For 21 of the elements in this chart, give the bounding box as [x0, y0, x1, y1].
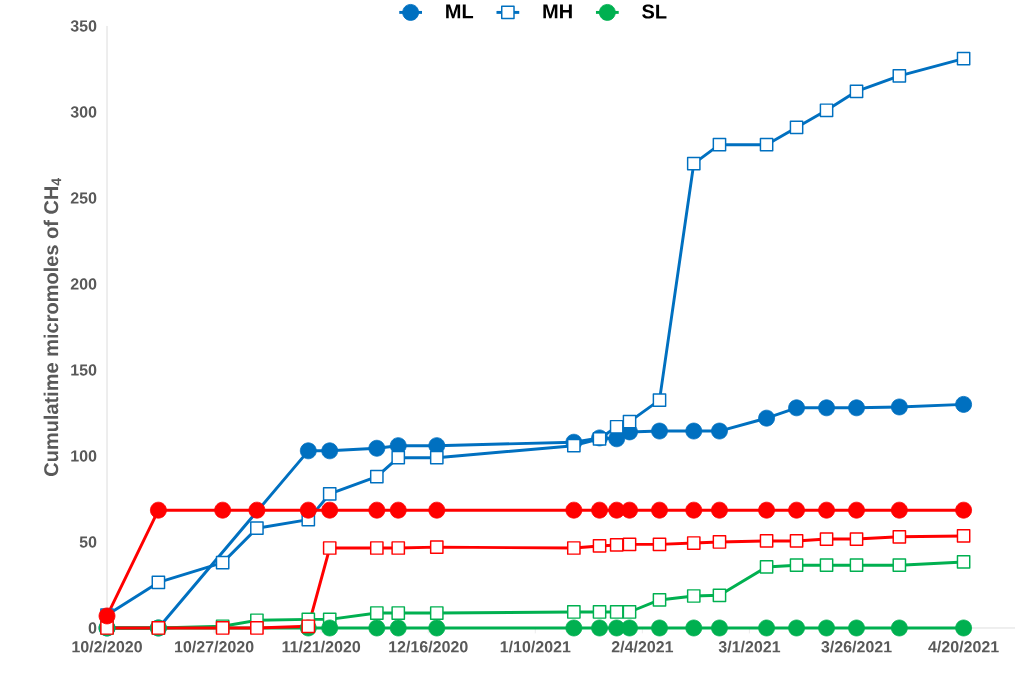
- y-tick-label: 100: [71, 450, 97, 462]
- y-tick-label: 150: [71, 364, 97, 376]
- x-tick-label: 10/27/2020: [175, 640, 254, 653]
- legend-label: SL: [642, 4, 667, 19]
- y-tick-label: 200: [70, 278, 97, 290]
- y-tick-label: 250: [70, 192, 97, 204]
- x-tick-label: 10/2/2020: [72, 640, 142, 653]
- y-tick-label: 0: [88, 622, 97, 634]
- x-tick-label: 3/26/2021: [821, 640, 892, 653]
- y-tick-label: 50: [79, 536, 97, 548]
- x-tick-label: 2/4/2021: [611, 640, 674, 653]
- x-tick-label: 11/21/2020: [282, 640, 361, 653]
- x-tick-label: 12/16/2020: [389, 640, 468, 653]
- legend-label: MH: [543, 4, 572, 19]
- x-tick-label: 4/20/2021: [928, 640, 999, 653]
- x-tick-label: 3/1/2021: [718, 640, 781, 653]
- y-tick-label: 350: [70, 20, 97, 32]
- legend-label: ML: [446, 4, 474, 19]
- y-axis-title: Cumulatime micromoles of CH$_{4}$: [43, 177, 62, 476]
- x-tick-label: 1/10/2021: [500, 640, 571, 653]
- y-tick-label: 300: [70, 106, 97, 118]
